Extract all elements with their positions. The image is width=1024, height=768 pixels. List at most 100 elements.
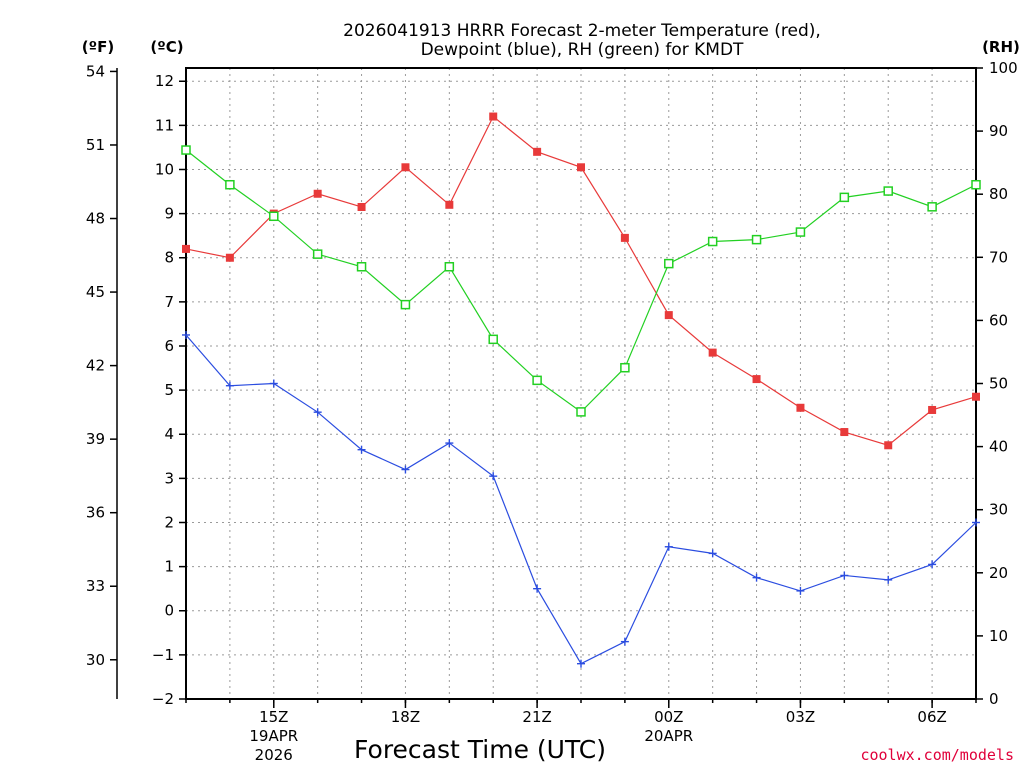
series-group [181,112,981,668]
rh-tick-label: 10 [989,627,1008,645]
rh-tick-label: 0 [989,690,999,708]
rh-point [181,145,191,155]
rh-point [927,202,937,212]
dewpoint-point [269,379,278,388]
rh-point [532,375,542,386]
temperature-point [313,189,322,198]
rh-tick-label: 50 [989,375,1008,393]
rh-point [751,234,762,245]
temperature-point [445,200,454,209]
temperature-point [972,392,980,401]
x-tick-date-label: 20APR [644,727,693,745]
rh-point [312,249,323,259]
celsius-tick-label: −1 [152,646,174,664]
dewpoint-point [620,637,629,646]
rh-point [664,258,674,269]
rh-tick-label: 40 [989,438,1008,456]
dewpoint-point [445,439,454,448]
temperature-point [225,253,234,262]
dewpoint-point [533,584,542,593]
plot-area-frame [185,67,977,700]
dewpoint-point [577,659,585,668]
fahrenheit-tick-label: 48 [86,210,105,228]
fahrenheit-tick-label: 54 [86,62,105,80]
dewpoint-point [489,472,498,481]
rh-point [225,179,235,190]
celsius-tick-label: 1 [164,558,174,576]
x-axis-label: Forecast Time (UTC) [354,735,606,764]
dewpoint-point [664,542,673,551]
celsius-tick-label: 12 [155,72,174,90]
celsius-tick-label: 9 [164,205,174,223]
celsius-tick-label: 8 [164,249,174,267]
celsius-tick-label: 4 [164,425,174,443]
temperature-point [489,112,498,121]
x-tick-label: 15Z [259,708,288,726]
temperature-point [664,311,673,320]
credit-link[interactable]: coolwx.com/models [860,746,1014,764]
dewpoint-point [225,381,234,390]
rh-point [839,192,850,203]
temperature-point [620,233,629,242]
rh-point [795,227,806,237]
rh-point [488,334,498,345]
dewpoint-point [401,465,410,474]
temperature-point [840,428,849,437]
x-tick-label: 18Z [391,708,420,726]
dewpoint-point [796,586,805,595]
celsius-tick-label: 6 [164,337,174,355]
temperature-point [401,163,410,172]
rh-tick-label: 90 [989,122,1008,140]
celsius-tick-label: 2 [164,513,174,531]
fahrenheit-tick-label: 45 [86,283,105,301]
rh-point [444,262,455,272]
celsius-tick-label: 10 [155,160,174,178]
dewpoint-point [884,575,893,584]
x-tick-label: 21Z [522,708,551,726]
rh-point [269,211,279,222]
x-tick-label: 03Z [786,708,815,726]
celsius-tick-label: 5 [164,381,174,399]
unit-rh-label: (RH) [982,38,1020,56]
rh-point [400,299,411,310]
dewpoint-point [840,571,849,580]
rh-tick-label: 30 [989,501,1008,519]
rh-tick-label: 80 [989,185,1008,203]
rh-tick-label: 70 [989,248,1008,266]
rh-tick-label: 20 [989,564,1008,582]
celsius-tick-label: 7 [164,293,174,311]
x-tick-year-label: 2026 [255,746,293,764]
temperature-point [357,202,366,211]
celsius-tick-label: −2 [152,690,174,708]
temperature-point [708,348,717,357]
fahrenheit-tick-label: 33 [86,577,105,595]
fahrenheit-tick-label: 51 [86,136,105,154]
x-tick-label: 00Z [654,708,683,726]
temperature-point [752,375,761,384]
temperature-point [928,405,937,414]
dewpoint-point [182,330,190,339]
x-tick-label: 06Z [917,708,946,726]
fahrenheit-tick-label: 36 [86,504,105,522]
dewpoint-point [972,518,980,527]
dewpoint-point [928,560,937,569]
temperature-point [577,163,585,172]
unit-celsius-label: (ºC) [150,38,183,56]
rh-point [576,407,586,417]
temperature-point [796,403,805,412]
rh-point [620,362,630,373]
celsius-tick-label: 11 [155,116,174,134]
rh-point [356,262,367,272]
celsius-tick-label: 3 [164,469,174,487]
celsius-tick-label: 0 [164,602,174,620]
rh-point [883,186,893,196]
temperature-point [533,147,542,156]
dewpoint-point [357,445,366,454]
temperature-point [884,441,893,450]
rh-tick-label: 100 [989,59,1018,77]
dewpoint-point [313,408,322,417]
dewpoint-point [752,573,761,582]
temperature-point [182,244,190,253]
